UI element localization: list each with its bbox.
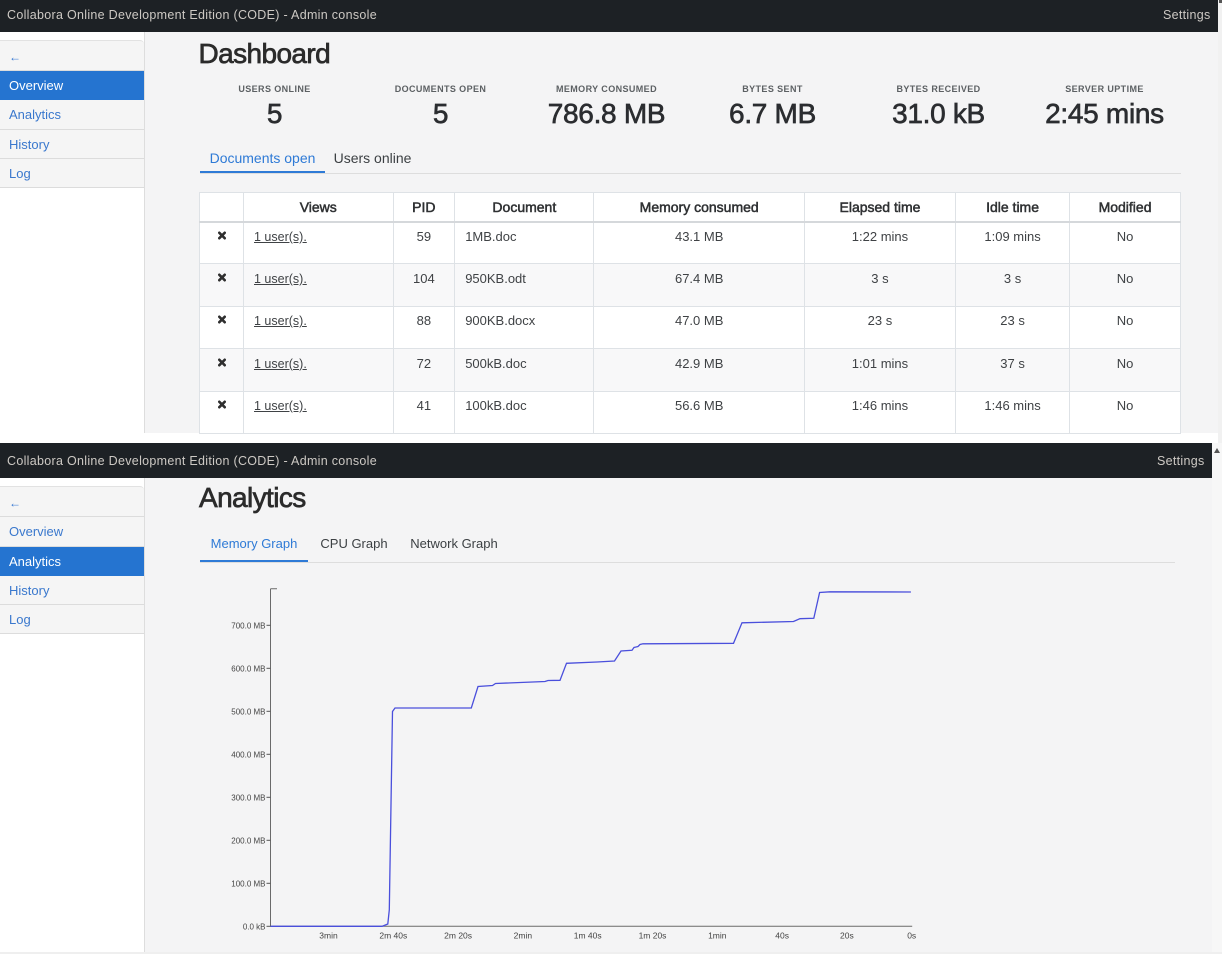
- svg-text:600.0 MB: 600.0 MB: [231, 664, 265, 673]
- svg-text:2m 40s: 2m 40s: [379, 931, 407, 941]
- svg-text:1m 20s: 1m 20s: [639, 931, 667, 941]
- svg-text:200.0 MB: 200.0 MB: [231, 836, 265, 845]
- svg-text:700.0 MB: 700.0 MB: [231, 621, 265, 630]
- svg-text:20s: 20s: [840, 931, 854, 941]
- svg-text:40s: 40s: [775, 931, 789, 941]
- svg-text:0.0 kB: 0.0 kB: [243, 922, 266, 931]
- svg-text:0s: 0s: [907, 931, 916, 941]
- svg-text:3min: 3min: [319, 931, 338, 941]
- svg-text:2m 20s: 2m 20s: [444, 931, 472, 941]
- svg-text:2min: 2min: [514, 931, 533, 941]
- svg-text:500.0 MB: 500.0 MB: [231, 707, 265, 716]
- svg-text:1min: 1min: [708, 931, 727, 941]
- svg-text:100.0 MB: 100.0 MB: [231, 879, 265, 888]
- svg-text:400.0 MB: 400.0 MB: [231, 750, 265, 759]
- svg-text:1m 40s: 1m 40s: [574, 931, 602, 941]
- svg-text:300.0 MB: 300.0 MB: [231, 793, 265, 802]
